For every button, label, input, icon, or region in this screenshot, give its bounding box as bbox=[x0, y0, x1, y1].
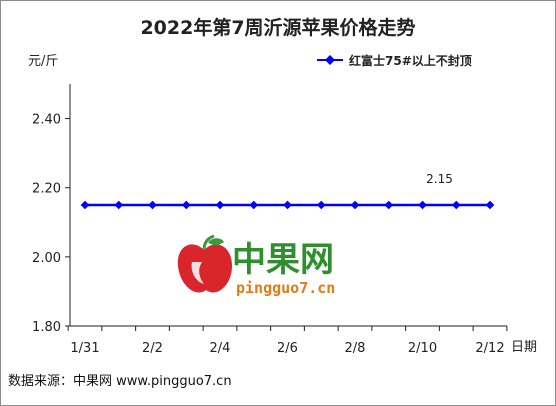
series-layer: 2.15 bbox=[80, 172, 495, 210]
watermark-domain: pingguo7.cn bbox=[236, 279, 335, 297]
legend: 红富士75#以上不封顶 bbox=[317, 53, 472, 68]
chart-title: 2022年第7周沂源苹果价格走势 bbox=[140, 16, 415, 39]
data-point bbox=[114, 200, 124, 210]
data-point bbox=[215, 200, 225, 210]
y-tick-label: 2.00 bbox=[32, 251, 61, 266]
x-axis-label: 日期 bbox=[511, 340, 537, 355]
data-point bbox=[283, 200, 292, 210]
legend-point-marker bbox=[325, 55, 335, 65]
legend-label: 红富士75#以上不封顶 bbox=[349, 53, 472, 68]
x-ticks: 1/31 2/2 2/4 2/6 2/8 2/10 2/12 bbox=[67, 326, 508, 356]
apple-logo-icon bbox=[177, 234, 232, 293]
source-text: 数据来源：中果网 www.pingguo7.cn bbox=[8, 374, 232, 389]
x-tick-label: 2/4 bbox=[210, 341, 231, 356]
data-point bbox=[181, 200, 191, 210]
data-point bbox=[350, 200, 360, 210]
data-point bbox=[316, 200, 326, 210]
watermark-brand: 中果网 bbox=[232, 240, 334, 280]
data-point bbox=[148, 200, 157, 210]
x-tick-label: 2/8 bbox=[345, 341, 366, 356]
x-tick-label: 2/12 bbox=[475, 341, 504, 356]
data-point bbox=[485, 200, 495, 210]
y-ticks: 1.80 2.00 2.20 2.40 bbox=[32, 113, 70, 335]
data-point bbox=[384, 200, 394, 210]
watermark: 中果网 pingguo7.cn bbox=[177, 234, 335, 297]
data-point bbox=[80, 200, 90, 210]
y-axis-label: 元/斤 bbox=[28, 54, 58, 69]
data-label: 2.15 bbox=[426, 172, 453, 186]
x-tick-label: 2/2 bbox=[142, 341, 163, 356]
y-tick-label: 2.40 bbox=[32, 113, 61, 128]
data-point bbox=[418, 200, 427, 210]
x-tick-label: 1/31 bbox=[70, 341, 99, 356]
data-point bbox=[249, 200, 259, 210]
x-tick-label: 2/6 bbox=[277, 341, 298, 356]
x-tick-label: 2/10 bbox=[408, 341, 437, 356]
data-point bbox=[451, 200, 461, 210]
y-tick-label: 1.80 bbox=[32, 320, 61, 335]
y-tick-label: 2.20 bbox=[32, 182, 61, 197]
